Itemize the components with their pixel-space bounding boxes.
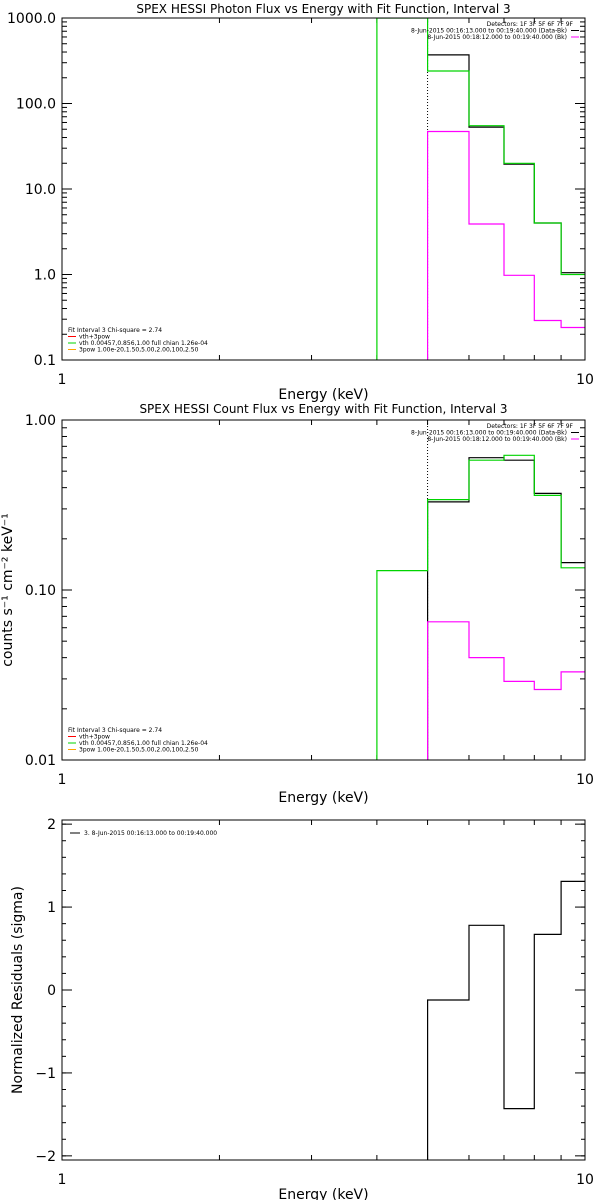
x-tick-label: 1 xyxy=(58,772,67,788)
legend-bottom-entry: vth+3pow xyxy=(79,334,110,341)
x-axis-label: Energy (keV) xyxy=(278,1187,368,1200)
legend-bottom-entry: vth+3pow xyxy=(79,734,110,741)
plot-frame xyxy=(61,819,586,1161)
legend-bottom-entry: 3pow 1.00e-20,1.50,5.00,2.00,100,2.50 xyxy=(79,347,199,354)
y-tick-label: 1 xyxy=(47,900,56,916)
series-line-3 xyxy=(427,621,585,760)
y-axis-label: counts s⁻¹ cm⁻² keV⁻¹ xyxy=(0,513,16,667)
series-line-1 xyxy=(427,880,585,1160)
legend-top-entry: 8-Jun-2015 00:16:13.000 to 00:19:40.000 … xyxy=(411,28,567,35)
legend-top-entry: 8-Jun-2015 00:18:12.000 to 00:19:40.000 … xyxy=(427,34,567,41)
legend-bottom-entry: 3pow 1.00e-20,1.50,5.00,2.00,100,2.50 xyxy=(79,747,199,754)
y-tick-label: 0.01 xyxy=(25,753,56,769)
legend-top-left-entry: 3. 8-Jun-2015 00:16:13.000 to 00:19:40.0… xyxy=(84,830,217,837)
chart-panel-2: SPEX HESSI Count Flux vs Energy with Fit… xyxy=(0,402,594,806)
y-tick-label: 2 xyxy=(47,817,56,833)
series-line-2 xyxy=(376,18,585,360)
legend-top-entry: Detectors: 1F 3F 5F 6F 7F 9F xyxy=(487,21,574,28)
legend-top-entry: 8-Jun-2015 00:16:13.000 to 00:19:40.000 … xyxy=(411,430,567,437)
chart-title: SPEX HESSI Count Flux vs Energy with Fit… xyxy=(139,402,507,416)
y-tick-label: 1000.0 xyxy=(7,11,56,27)
chart-panel-3: 1 10 −2 −1 0 1 2 Energy (keV) Normalized Residua… xyxy=(10,817,594,1200)
y-axis-label: Normalized Residuals (sigma) xyxy=(10,886,26,1094)
x-axis-label: Energy (keV) xyxy=(278,387,368,403)
y-tick-label: −2 xyxy=(35,1149,56,1165)
chart-title: SPEX HESSI Photon Flux vs Energy with Fi… xyxy=(136,2,510,16)
y-tick-label: 0.10 xyxy=(25,583,56,599)
legend-bottom-entry: Fit Interval 3 Chi-square = 2.74 xyxy=(68,727,162,734)
series-line-3 xyxy=(427,130,585,360)
y-tick-label: −1 xyxy=(35,1066,56,1082)
x-axis-label: Energy (keV) xyxy=(278,790,368,806)
y-tick-label: 100.0 xyxy=(16,97,56,113)
x-tick-label: 10 xyxy=(576,1172,594,1188)
chart-panel-1: SPEX HESSI Photon Flux vs Energy with Fi… xyxy=(7,2,594,403)
plot-frame xyxy=(61,17,586,361)
y-tick-label: 1.0 xyxy=(34,268,56,284)
x-tick-label: 1 xyxy=(58,1172,67,1188)
legend-bottom-entry: vth 0.00457,0.856,1.00 full chian 1.26e-… xyxy=(79,340,208,347)
plot-frame xyxy=(61,419,586,761)
legend-bottom-entry: vth 0.00457,0.856,1.00 full chian 1.26e-… xyxy=(79,740,208,747)
y-tick-label: 1.00 xyxy=(25,413,56,429)
y-tick-label: 0 xyxy=(47,983,56,999)
y-tick-label: 0.1 xyxy=(34,353,56,369)
x-tick-label: 1 xyxy=(58,372,67,388)
y-tick-label: 10.0 xyxy=(25,182,56,198)
x-tick-label: 10 xyxy=(576,372,594,388)
series-line-2 xyxy=(376,454,585,760)
x-tick-label: 10 xyxy=(576,772,594,788)
legend-top-entry: Detectors: 1F 3F 5F 6F 7F 9F xyxy=(487,423,574,430)
legend-top-entry: 8-Jun-2015 00:18:12.000 to 00:19:40.000 … xyxy=(427,436,567,443)
legend-bottom-entry: Fit Interval 3 Chi-square = 2.74 xyxy=(68,327,162,334)
